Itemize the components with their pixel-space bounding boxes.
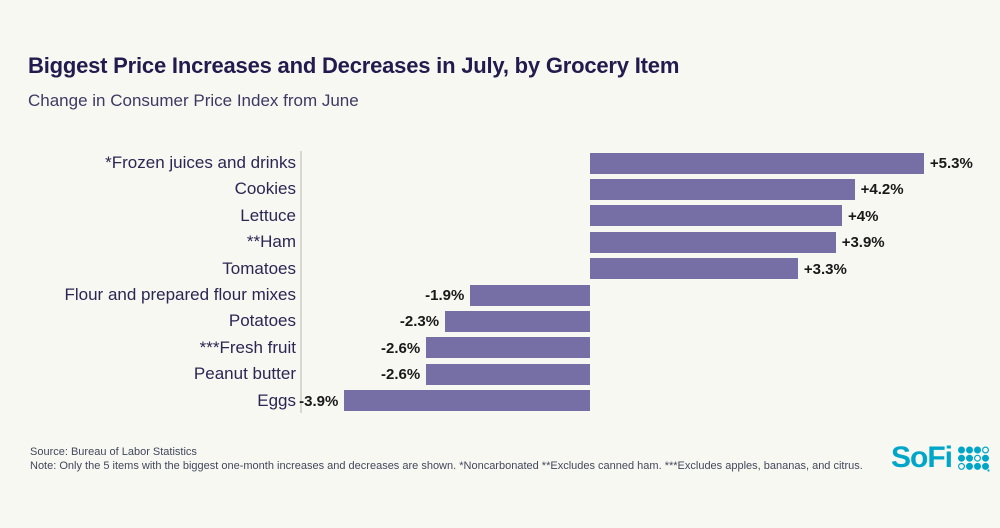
sofi-logo: SoFi: [891, 443, 991, 473]
category-label: Peanut butter: [193, 364, 296, 384]
bar: [590, 205, 842, 227]
category-label: Flour and prepared flour mixes: [64, 285, 296, 304]
value-label: -2.6%: [381, 339, 421, 357]
bar: [590, 152, 924, 174]
category-label: Tomatoes: [222, 258, 296, 278]
category-label: Potatoes: [228, 311, 296, 331]
value-label: +4%: [848, 207, 879, 225]
chart-row: Flour and prepared flour mixes -1.9%: [0, 282, 1000, 308]
value-label: +5.3%: [929, 155, 973, 172]
category-label: Eggs: [257, 390, 296, 410]
source-note: Source: Bureau of Labor Statistics: [30, 446, 197, 458]
category-label: Lettuce: [240, 205, 296, 225]
category-label: Cookies: [234, 179, 296, 199]
chart-subtitle: Change in Consumer Price Index from June: [28, 91, 359, 110]
value-label: -2.6%: [381, 366, 421, 384]
methodology-note: Note: Only the 5 items with the biggest …: [30, 460, 863, 472]
bar: [470, 284, 590, 306]
bar: [445, 311, 590, 333]
value-label: -2.3%: [399, 313, 440, 331]
chart-row: *Frozen juices and drinks +5.3%: [0, 150, 1000, 176]
bar: [426, 363, 590, 385]
chart-row: **Ham +3.9%: [0, 229, 1000, 255]
category-axis-line: [300, 151, 302, 413]
bar-chart: *Frozen juices and drinks +5.3% Cookies +4.…: [0, 150, 1000, 414]
chart-row: Peanut butter -2.6%: [0, 361, 1000, 387]
chart-row: Cookies +4.2%: [0, 176, 1000, 202]
category-label: **Ham: [246, 232, 296, 252]
sofi-dots-icon: [957, 446, 990, 472]
bar: [426, 337, 590, 359]
value-label: +4.2%: [860, 181, 904, 199]
chart-title: Biggest Price Increases and Decreases in…: [28, 53, 680, 78]
value-label: +3.9%: [841, 234, 885, 252]
value-label: -3.9%: [299, 392, 339, 410]
category-label: ***Fresh fruit: [199, 337, 296, 357]
chart-row: Eggs -3.9%: [0, 388, 1000, 414]
bar: [590, 179, 855, 201]
bar: [344, 390, 590, 412]
value-label: +3.3%: [803, 260, 847, 278]
chart-row: Tomatoes +3.3%: [0, 256, 1000, 282]
bar: [590, 231, 836, 253]
chart-row: Lettuce +4%: [0, 203, 1000, 229]
value-label: -1.9%: [425, 287, 465, 304]
chart-row: Potatoes -2.3%: [0, 308, 1000, 334]
sofi-wordmark: SoFi: [891, 441, 953, 474]
category-label: *Frozen juices and drinks: [105, 153, 296, 172]
bar: [590, 258, 798, 280]
chart-row: ***Fresh fruit -2.6%: [0, 335, 1000, 361]
